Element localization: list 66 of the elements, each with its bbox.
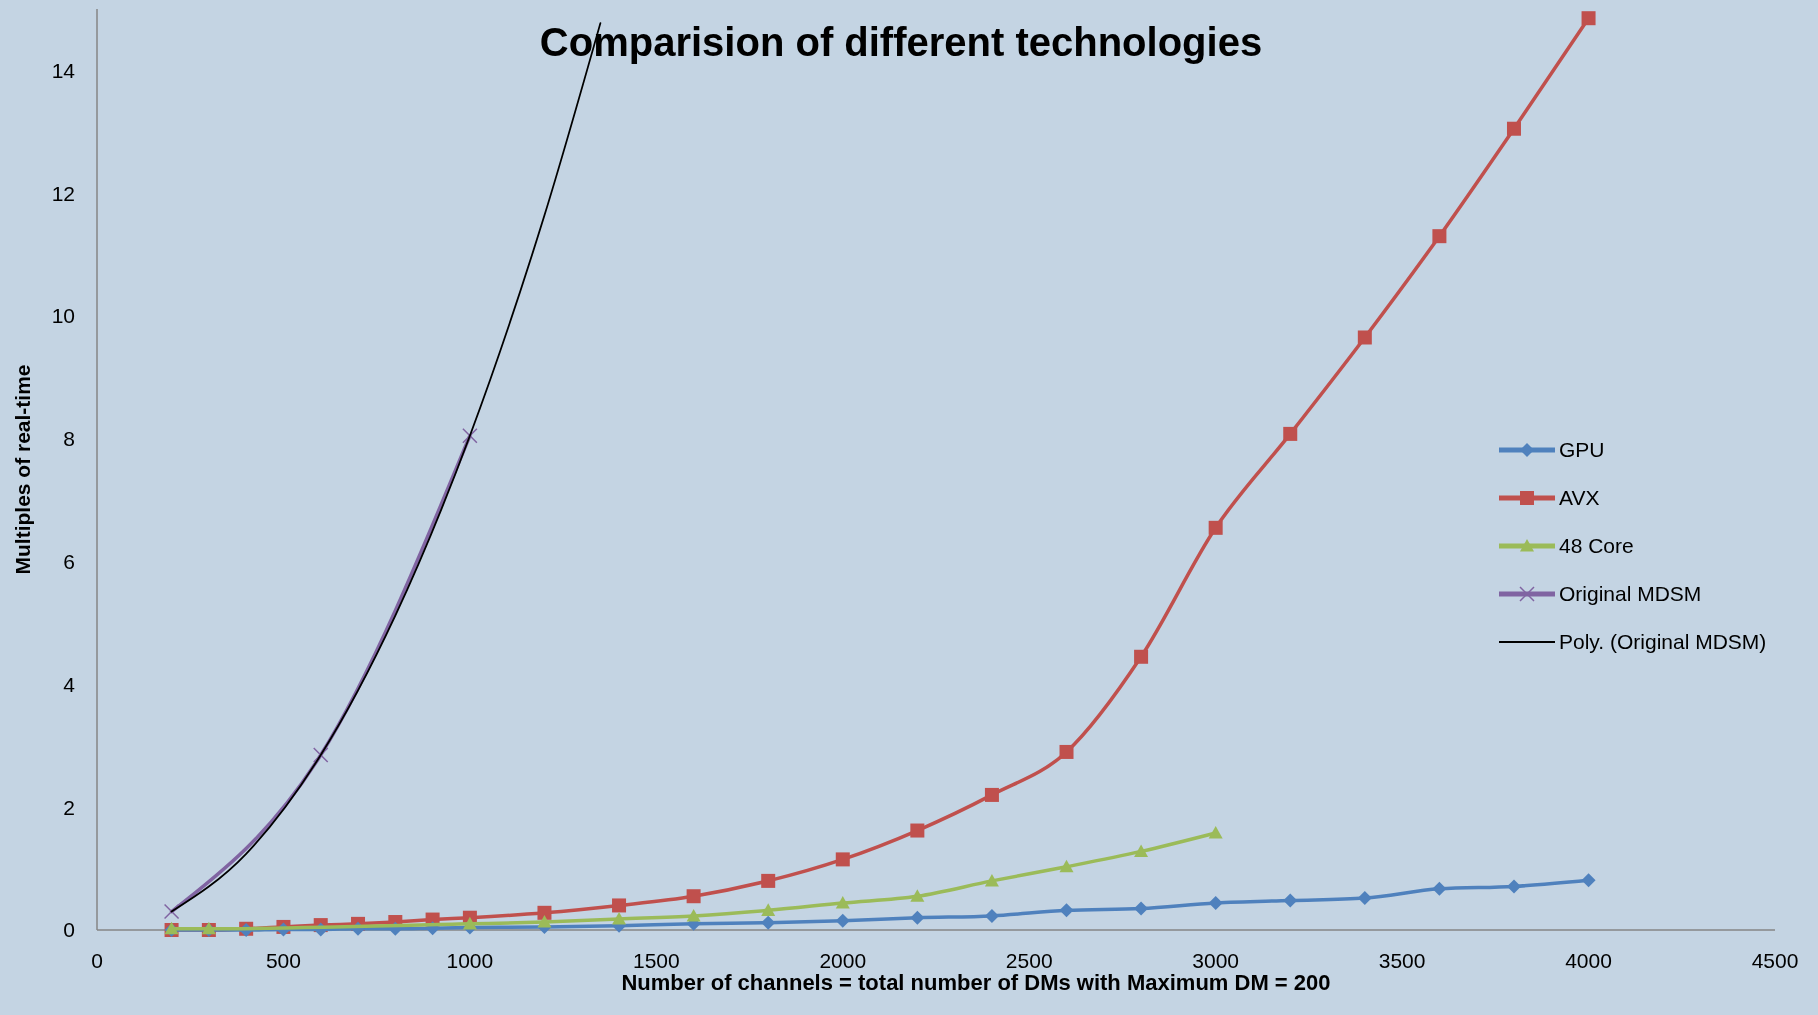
point <box>462 916 477 930</box>
point <box>1134 901 1149 916</box>
point <box>1059 859 1074 873</box>
point <box>1432 881 1447 896</box>
y-tick-label: 4 <box>63 672 76 696</box>
point <box>612 911 627 925</box>
x-tick-label: 1500 <box>632 949 680 972</box>
point <box>1581 11 1596 26</box>
point <box>1208 825 1223 839</box>
x-tick-label: 4500 <box>1751 949 1799 972</box>
point <box>1134 649 1149 664</box>
point <box>910 823 925 838</box>
x-axis-title: Number of channels = total number of DMs with Maximum DM = 200 <box>621 970 1331 995</box>
y-tick-label: 6 <box>63 549 75 573</box>
legend-label: Original MDSM <box>1559 582 1702 606</box>
x-tick-label: 4000 <box>1565 949 1612 972</box>
y-tick-label: 2 <box>63 795 75 819</box>
point <box>984 787 999 802</box>
y-tick-label: 14 <box>51 58 76 82</box>
point <box>761 915 776 930</box>
x-tick-label: 500 <box>265 949 301 972</box>
point <box>163 903 180 920</box>
point <box>984 873 999 887</box>
point <box>1506 121 1521 136</box>
x-tick-label: 3500 <box>1378 949 1426 972</box>
point <box>612 898 627 913</box>
x-tick-label: 3000 <box>1192 949 1240 972</box>
point <box>686 908 701 922</box>
point <box>537 905 552 920</box>
x-tick-label: 1000 <box>446 949 494 972</box>
point <box>1283 426 1298 441</box>
point <box>910 910 925 925</box>
y-tick-label: 12 <box>51 181 75 205</box>
point <box>910 889 925 902</box>
point <box>1208 895 1223 910</box>
point <box>1506 879 1521 894</box>
x-tick-label: 2500 <box>1005 949 1053 972</box>
point <box>984 908 999 923</box>
point <box>835 895 850 909</box>
y-tick-label: 8 <box>63 427 75 451</box>
point <box>1357 330 1372 345</box>
point <box>1581 873 1596 888</box>
point <box>537 915 552 928</box>
point <box>686 889 701 904</box>
point <box>312 747 329 763</box>
y-axis-title: Multiples of real-time <box>11 364 34 575</box>
point <box>1208 520 1223 535</box>
x-tick-label: 2000 <box>819 949 867 972</box>
point <box>835 913 850 928</box>
point <box>1059 903 1074 918</box>
point <box>1059 744 1074 759</box>
point <box>761 873 776 888</box>
point <box>1134 844 1149 858</box>
legend-label: Poly. (Original MDSM) <box>1559 630 1767 654</box>
point <box>462 427 478 444</box>
point <box>1283 893 1298 908</box>
legend-label: AVX <box>1559 486 1600 510</box>
y-tick-label: 10 <box>51 304 75 328</box>
point <box>835 852 850 867</box>
legend-label: GPU <box>1559 438 1605 462</box>
y-tick-label: 0 <box>63 918 75 942</box>
x-tick-label: 0 <box>91 949 103 972</box>
legend-label: 48 Core <box>1559 534 1634 558</box>
point <box>761 903 776 916</box>
point <box>1432 229 1447 244</box>
point <box>1357 891 1372 906</box>
